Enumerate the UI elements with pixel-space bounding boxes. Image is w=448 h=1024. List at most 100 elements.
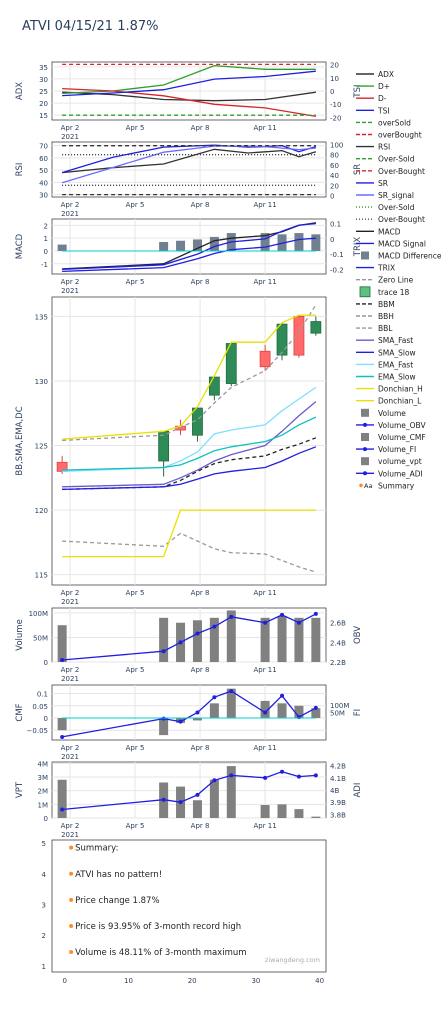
volume-bar — [192, 620, 202, 662]
sma-slow-line — [62, 446, 317, 491]
volume-bar — [226, 610, 236, 662]
volume-adi-line-point — [195, 792, 200, 797]
vpt-xtick-year: 2021 — [61, 831, 79, 839]
volume-xtick-label: Apr 5 — [126, 666, 145, 674]
volume-obv-line-point — [195, 631, 200, 636]
cmf-ytick-label: −0.05 — [27, 727, 48, 735]
legend-volume-obv-marker — [363, 422, 367, 427]
adx-ylabel: ADX — [15, 82, 25, 100]
volume-xtick-label: Apr 11 — [253, 666, 276, 674]
summary-xtick-label: 10 — [124, 977, 133, 985]
volume-vpt-bar — [294, 809, 304, 818]
candle-body — [208, 376, 220, 396]
legend-volume-label: Volume — [378, 409, 406, 418]
adx-y2tick-label: 20 — [330, 62, 339, 70]
cmf-xtick-year: 2021 — [61, 753, 79, 761]
volume-vpt-bar — [209, 779, 219, 818]
price-ytick-label: 120 — [35, 507, 48, 515]
cmf-ytick-label: 0.05 — [32, 703, 48, 711]
volume-cmf-bar — [260, 700, 270, 718]
candle-body — [293, 315, 305, 356]
volume-ytick-label: 100M — [29, 610, 48, 618]
volume-bar — [57, 625, 67, 662]
legend-trix-label: TRIX — [377, 264, 395, 273]
volume-bar — [311, 617, 321, 662]
vpt-ytick-label: 1M — [38, 801, 49, 809]
macd-y2tick-label: -0.2 — [330, 266, 344, 274]
summary-ytick-label: 1 — [42, 963, 46, 971]
legend-sr-signal-label: SR_signal — [378, 191, 414, 200]
rsi-y2tick-label: 80 — [330, 152, 339, 160]
volume-obv-line-point — [178, 640, 183, 645]
volume-adi-line-point — [60, 807, 65, 812]
legend-oversold-label: overSold — [378, 118, 411, 127]
adx-xtick-label: Apr 2 — [61, 124, 80, 132]
legend-overbought-label: overBought — [378, 131, 422, 140]
volume-ytick-label: 0 — [44, 659, 48, 667]
volume-vpt-bar — [226, 766, 236, 818]
tsi-line — [62, 70, 316, 97]
legend-bbh-label: BBH — [378, 312, 394, 321]
vpt-xtick-label: Apr 8 — [191, 822, 210, 830]
volume-bar — [260, 617, 270, 662]
legend-volume-adi-label: Volume_ADI — [378, 469, 423, 478]
rsi-xtick-label: Apr 8 — [191, 201, 210, 209]
summary-text: Summary: — [75, 844, 118, 854]
summary-xtick-label: 40 — [315, 977, 324, 985]
rsi-xtick-label: Apr 11 — [253, 201, 276, 209]
price-xtick-label: Apr 11 — [253, 589, 276, 597]
adx-y2tick-label: -20 — [330, 114, 341, 122]
price-xtick-label: Apr 8 — [191, 589, 210, 597]
summary-xtick-label: 30 — [251, 977, 260, 985]
volume-xtick-year: 2021 — [61, 675, 79, 683]
vpt-xtick-label: Apr 11 — [253, 822, 276, 830]
legend-volume-swatch — [361, 408, 369, 417]
volume-ylabel: Volume — [15, 619, 25, 651]
volume-vpt-bar — [260, 805, 270, 818]
donchian-l-line — [62, 509, 316, 558]
volume-cmf-bar — [57, 718, 67, 731]
summary-text: Price is 93.95% of 3-month record high — [75, 922, 241, 932]
summary-text: ATVI has no pattern! — [75, 870, 162, 880]
legend-macd-difference-label: MACD Difference — [378, 252, 442, 261]
rsi-ytick-label: 30 — [39, 192, 48, 200]
volume-xtick-label: Apr 2 — [61, 666, 80, 674]
cmf-ylabel: CMF — [15, 703, 25, 721]
adx-xtick-label: Apr 5 — [126, 124, 145, 132]
macd-y2tick-label: 0.1 — [330, 221, 341, 229]
volume-vpt-bar — [277, 804, 287, 818]
legend-trace-18-label: trace 18 — [378, 288, 410, 297]
vpt-ytick-label: 4M — [38, 760, 49, 768]
volume-bar — [277, 616, 287, 662]
legend-d--label: D- — [378, 94, 387, 103]
volume-adi-line-point — [161, 797, 166, 802]
legend-donchian-l-label: Donchian_L — [378, 397, 422, 406]
adx-ytick-label: 35 — [39, 64, 48, 72]
macd-y2tick-label: 0 — [330, 236, 334, 244]
volume-cmf-bar — [311, 708, 321, 718]
volume-ytick-label: 50M — [33, 634, 48, 642]
summary-point — [69, 950, 74, 955]
vpt-ylabel: VPT — [15, 781, 25, 798]
volume-fi-line-point — [229, 689, 234, 694]
sr-signal-line — [61, 145, 316, 184]
legend-sma-slow-label: SMA_Slow — [378, 348, 416, 357]
macd-y2tick-label: -0.1 — [330, 251, 344, 259]
macd-xtick-label: Apr 5 — [126, 278, 145, 286]
cmf-xtick-label: Apr 5 — [126, 744, 145, 752]
legend-sr-label: SR — [378, 179, 388, 188]
adx-y2label: TSI — [353, 84, 363, 98]
legend-rsi-label: RSI — [378, 143, 390, 152]
summary-point — [69, 923, 74, 928]
volume-obv-line-point — [212, 624, 217, 629]
vpt-y2tick-label: 3.8B — [330, 811, 346, 819]
legend-over-bought-label: Over-Bought — [378, 167, 425, 176]
cmf-xtick-label: Apr 11 — [253, 744, 276, 752]
macd-ylabel: MACD — [15, 233, 25, 259]
summary-point — [69, 845, 74, 850]
legend-zero-line-label: Zero Line — [378, 276, 414, 285]
candle-body — [276, 323, 288, 356]
rsi-ytick-label: 40 — [39, 179, 48, 187]
adx-xtick-label: Apr 8 — [191, 124, 210, 132]
volume-adi-line-point — [280, 769, 285, 774]
